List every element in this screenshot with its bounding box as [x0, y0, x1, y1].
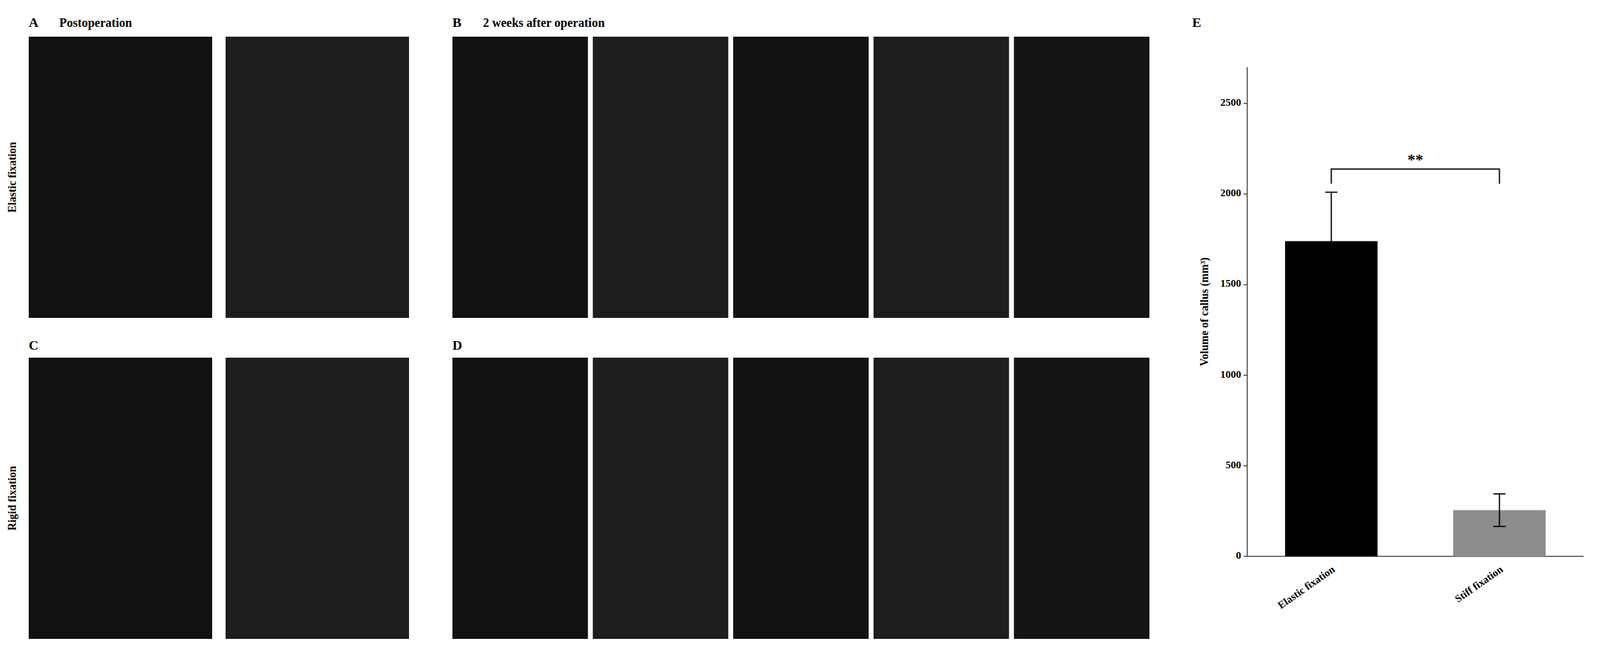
error-cap [1325, 191, 1338, 193]
y-tick [1243, 374, 1248, 377]
error-cap [1493, 493, 1506, 495]
panel-label: C [28, 337, 39, 353]
image-panel [225, 357, 410, 639]
image-panel [733, 357, 869, 639]
bars [1285, 191, 1546, 557]
panel-title: 2 weeks after operation [482, 15, 605, 30]
panel-label: D [452, 337, 463, 353]
x-tick-label: Stiff fixation [1452, 563, 1506, 605]
error-bar [1493, 494, 1506, 527]
y-axis-label: Volume of callus (mm³) [1198, 257, 1212, 367]
row-label: Rigid fixation [6, 465, 19, 531]
y-tick-label: 2500 [1220, 96, 1242, 109]
image-panel [28, 357, 213, 639]
error-bar [1325, 191, 1338, 290]
image-panel [452, 357, 589, 639]
panel-label: A [28, 14, 39, 30]
error-cap [1493, 525, 1506, 528]
panel-label: E [1192, 14, 1202, 30]
image-panel [225, 36, 410, 318]
y-tick [1243, 284, 1248, 286]
y-tick [1243, 555, 1248, 557]
y-tick [1243, 465, 1248, 467]
y-tick [1243, 103, 1248, 105]
panel-title: Postoperation [59, 15, 133, 30]
y-tick-label: 2000 [1220, 187, 1242, 199]
panel-label: B [452, 14, 462, 30]
y-tick-label: 0 [1236, 549, 1242, 562]
image-panel [452, 36, 589, 318]
image-panel [1013, 36, 1150, 318]
y-tick [1243, 193, 1248, 196]
image-panel [873, 36, 1010, 318]
significance-bracket [1331, 168, 1500, 184]
image-panel [733, 36, 869, 318]
error-line [1499, 494, 1501, 527]
image-panel [28, 36, 213, 318]
y-axis [1246, 67, 1248, 557]
significance-label: ** [1407, 151, 1424, 169]
y-tick-label: 1500 [1220, 277, 1242, 290]
x-tick-label: Elastic fixation [1275, 563, 1338, 611]
row-label: Elastic fixation [6, 141, 19, 213]
figure: A B C D Postoperation 2 weeks after operation… [0, 0, 1600, 656]
image-panel [593, 357, 729, 639]
image-panel [873, 357, 1010, 639]
error-cap [1325, 289, 1338, 291]
image-panel [593, 36, 729, 318]
error-line [1330, 191, 1333, 290]
y-tick-label: 1000 [1220, 368, 1242, 381]
y-tick-label: 500 [1225, 459, 1242, 471]
image-panel [1013, 357, 1150, 639]
